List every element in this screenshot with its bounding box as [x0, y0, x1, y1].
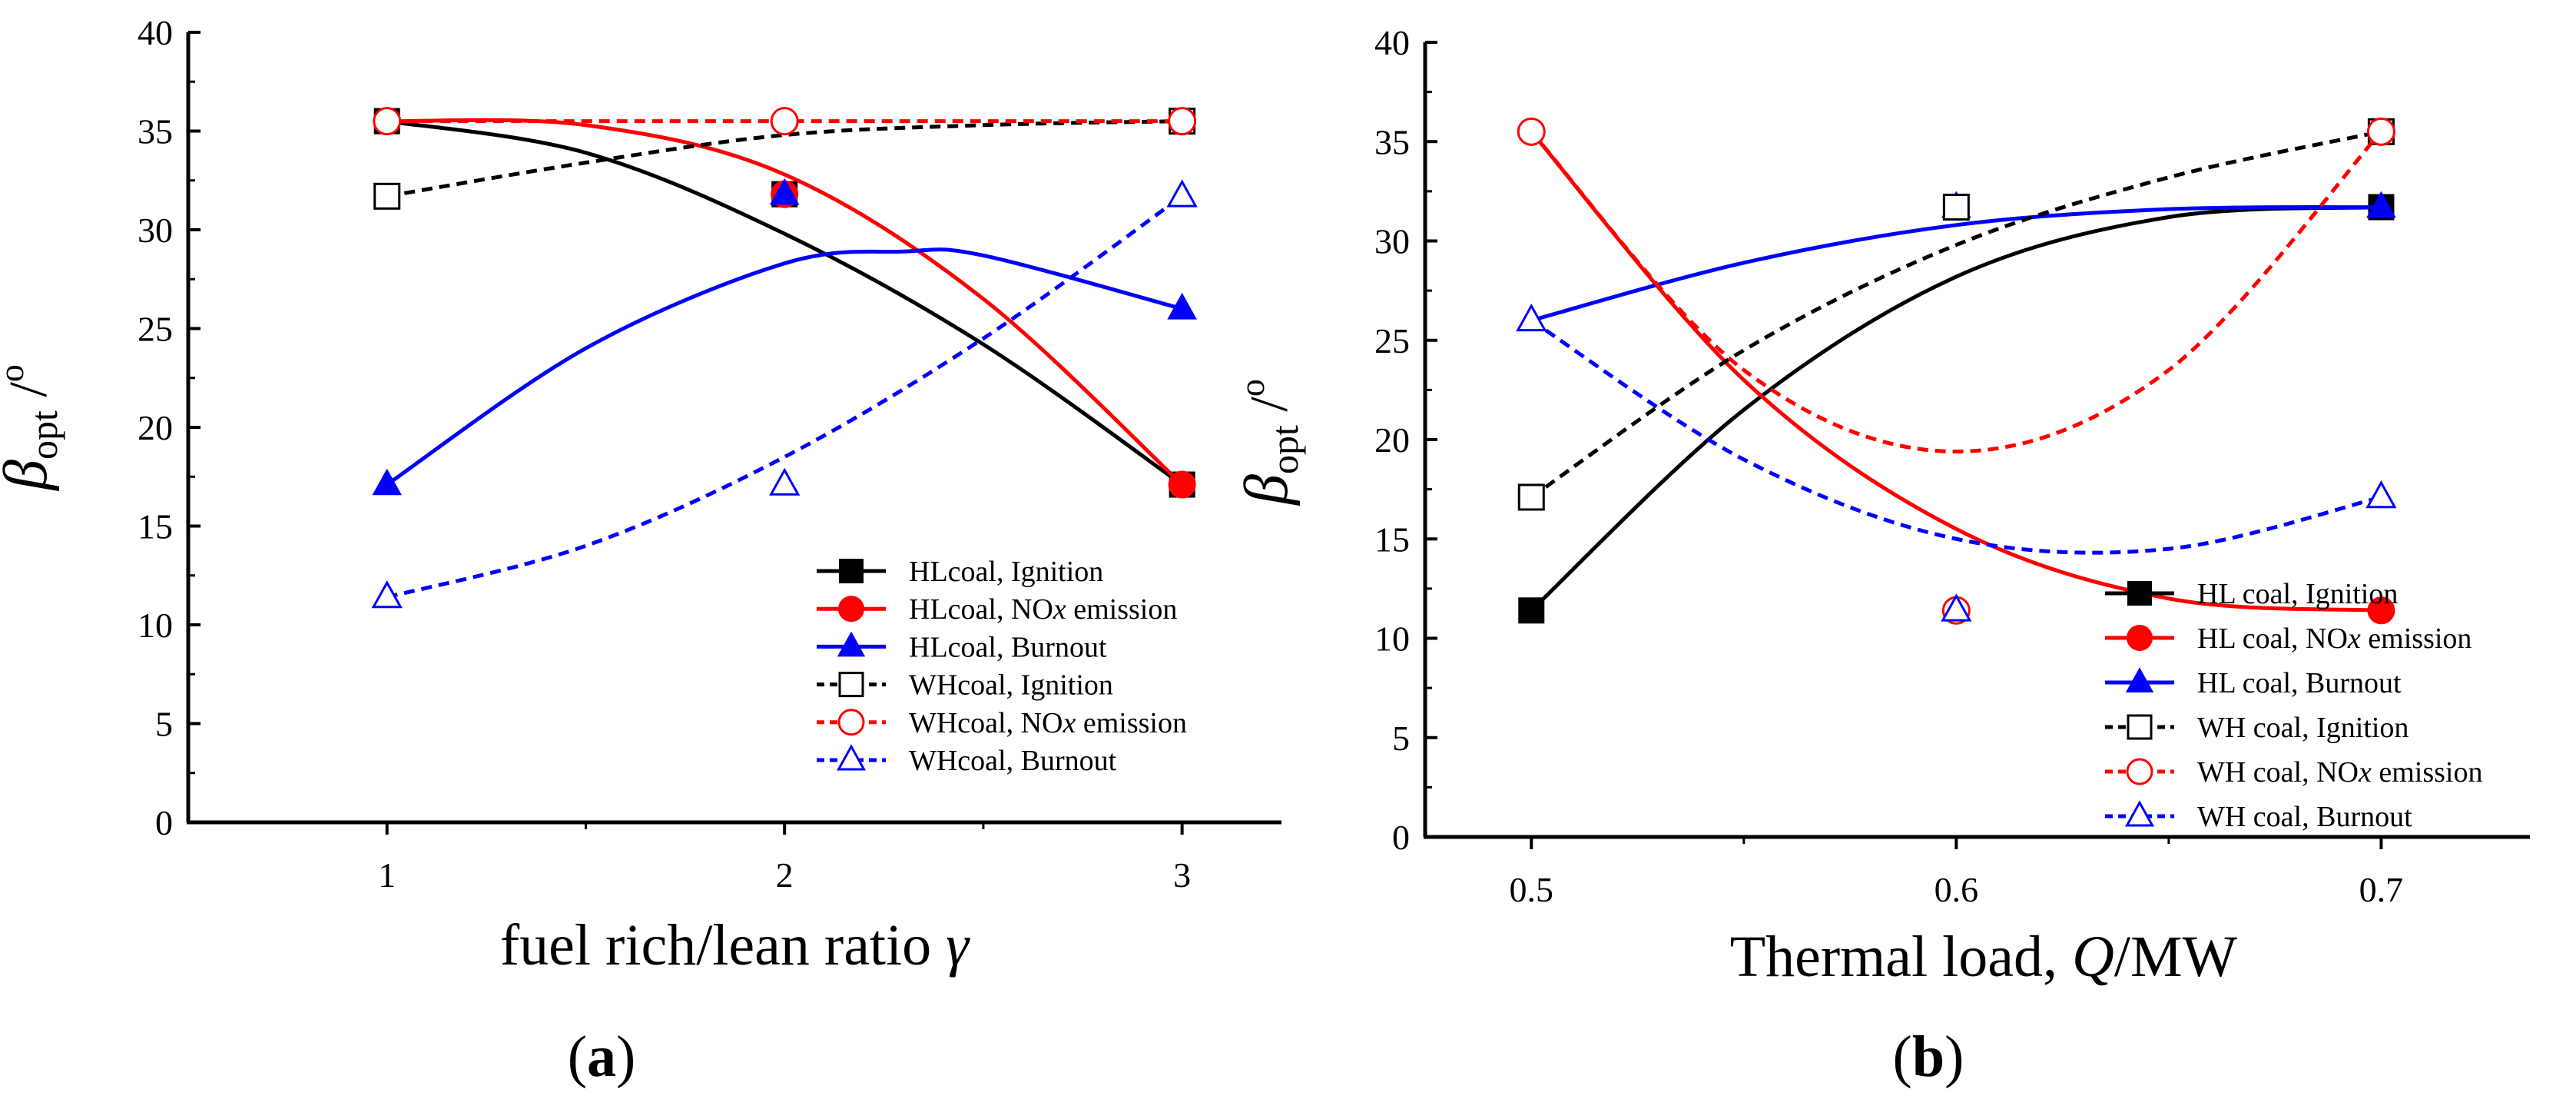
panel-b-data-point [1941, 593, 1972, 622]
panel-b-legend-marker [2124, 800, 2155, 827]
panel-a-legend-marker [837, 631, 866, 657]
panel-b-legend-marker [2125, 667, 2154, 692]
panel-b-data-point [2366, 191, 2396, 218]
panel-a-y-tick-label: 15 [138, 507, 173, 546]
panel-b-y-tick-label: 20 [1374, 420, 1410, 460]
panel-b-data-point [2366, 117, 2395, 146]
panel-b-data-point [1517, 117, 1546, 146]
panel-a-legend-entry: HLcoal, Burnout [909, 631, 1107, 663]
panel-a-series-1 [373, 107, 1196, 499]
panel-a-x-tick-label: 3 [1173, 855, 1191, 895]
panel-b-legend-entry: WH coal, Burnout [2197, 801, 2412, 833]
panel-b-series-0 [1518, 194, 2395, 624]
panel-b-legend-entry: WH coal, NOx emission [2197, 756, 2482, 789]
panel-a-data-point [769, 467, 801, 496]
panel-b-legend-entry: HL coal, Ignition [2197, 578, 2398, 610]
panel-b-series-line [1530, 205, 2382, 613]
panel-b-series-line [1530, 130, 2382, 613]
panel-a-data-point [372, 468, 403, 496]
panel-a-legend-marker [837, 709, 865, 736]
panel-a-data-point [1167, 292, 1197, 320]
panel-a-legend-marker [839, 559, 864, 583]
panel-b-series-line [1530, 205, 2382, 323]
panel-b: 0 5 10 15 20 25 30 35 40 0.5 0.6 0.7 Thermal load, Q… [1232, 23, 2530, 1089]
panel-a-legend-entry: HLcoal, Ignition [909, 556, 1103, 588]
panel-b-series-line [1530, 130, 2383, 454]
panel-a-legend-entry: WHcoal, Ignition [909, 669, 1113, 702]
panel-b-x-tick-label: 0.6 [1934, 870, 1979, 909]
panel-b-y-tick-label: 0 [1392, 818, 1410, 857]
panel-a-y-tick-label: 0 [155, 803, 173, 842]
panel-a-series-line [386, 119, 1184, 486]
panel-b-y-axis-label: βopt /o [1232, 379, 1306, 506]
panel-b-y-tick-label: 25 [1374, 321, 1410, 360]
panel-b-data-point [1942, 194, 1970, 221]
panel-b-legend-marker [2126, 758, 2153, 785]
panel-a-x-tick-label: 1 [378, 855, 396, 895]
panel-b-y-tick-label: 5 [1392, 719, 1410, 758]
panel-a-caption: (a) [568, 1024, 636, 1089]
panel-a-data-point [1168, 470, 1196, 499]
panel-a-x-tick-label: 2 [776, 855, 794, 895]
panel-a-data-point [1168, 107, 1197, 136]
panel-a-y-tick-label: 5 [155, 705, 173, 744]
panel-b-data-point [1516, 303, 1547, 332]
panel-a-series-5 [371, 179, 1198, 609]
panel-b-series-5 [1516, 303, 2397, 622]
panel-a-y-tick-label: 25 [138, 310, 173, 349]
panel-a-legend: HLcoal, Ignition HLcoal, NOx emission HLco… [817, 556, 1187, 777]
panel-a-y-tick-label: 40 [138, 13, 173, 52]
panel-a-data-point [770, 107, 799, 136]
panel-a-y-tick-label: 20 [138, 408, 173, 447]
panel-a-data-point [373, 107, 402, 136]
panel-a-series-line [386, 247, 1183, 486]
panel-b-legend-entry: WH coal, Ignition [2197, 712, 2409, 744]
panel-b-y-tick-label: 15 [1374, 520, 1410, 559]
panel-b-x-tick-label: 0.5 [1510, 870, 1554, 909]
panel-a-legend-marker [838, 596, 864, 623]
panel-a-data-point [769, 178, 800, 205]
panel-b-data-point [2365, 480, 2397, 509]
panel-b-data-point [2367, 596, 2395, 625]
panel-b-x-tick-label: 0.7 [2359, 870, 2404, 909]
panel-b-series-line [1530, 129, 2382, 500]
panel-a-series-2 [372, 178, 1197, 496]
panel-b-caption: (b) [1893, 1024, 1964, 1089]
panel-a-data-point [371, 580, 403, 609]
panel-a-x-axis-label: fuel rich/lean ratio γ [500, 913, 970, 978]
panel-b-legend-marker [2127, 625, 2153, 651]
panel-a-y-axis-label: βopt /o [0, 364, 65, 492]
panel-b-legend: HL coal, Ignition HL coal, NOx emission HL… [2105, 578, 2482, 833]
panel-a-series-0 [373, 108, 1195, 498]
panel-b-legend-marker [2127, 714, 2153, 740]
panel-a-legend-entry: WHcoal, Burnout [909, 745, 1117, 777]
panel-b-data-point [1518, 597, 1545, 624]
panel-a-legend-marker [836, 744, 867, 771]
panel-a-y-tick-label: 35 [138, 112, 173, 151]
panel-a-series-line [386, 194, 1184, 599]
panel-a-y-tick-label: 30 [138, 211, 173, 250]
panel-b-x-axis-label: Thermal load, Q/MW [1730, 925, 2238, 989]
panel-b-legend-entry: HL coal, NOx emission [2197, 623, 2472, 655]
panel-a-legend-marker [838, 672, 864, 698]
panel-b-y-tick-label: 10 [1374, 619, 1410, 659]
panel-b-series-line [1530, 318, 2382, 555]
panel-b-legend-entry: HL coal, Burnout [2197, 667, 2402, 699]
panel-b-data-point [1517, 483, 1545, 511]
panel-a: 0 5 10 15 20 25 30 35 40 1 2 3 fuel rich/lean ratio … [0, 13, 1281, 1089]
panel-b-y-tick-label: 30 [1374, 222, 1410, 261]
panel-b-y-tick-label: 35 [1374, 122, 1410, 161]
panel-a-legend-entry: WHcoal, NOx emission [909, 707, 1187, 739]
panel-a-data-point [373, 182, 401, 210]
panel-a-y-tick-label: 10 [138, 606, 173, 645]
panel-a-series-line [386, 118, 1184, 486]
panel-b-legend-marker [2127, 581, 2152, 606]
panel-b-y-tick-label: 40 [1374, 23, 1410, 62]
panel-a-series-line [386, 119, 1182, 198]
panel-a-data-point [1166, 179, 1198, 208]
panel-a-series-4 [373, 107, 1197, 136]
panel-a-legend-entry: HLcoal, NOx emission [909, 593, 1177, 626]
